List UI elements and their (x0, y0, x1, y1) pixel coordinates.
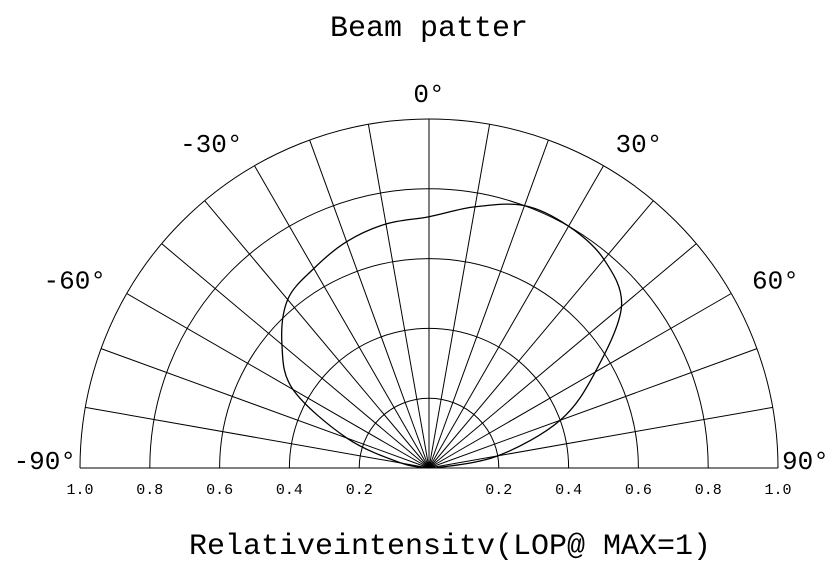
grid-spoke (254, 165, 430, 469)
axis-label: Relativeintensitv(LOP@ MAX=1) (189, 530, 711, 564)
grid-spoke (126, 293, 430, 469)
theta-tick-label: 30° (616, 130, 663, 160)
grid-spoke (367, 124, 430, 469)
theta-tick-label: 90° (782, 447, 829, 477)
r-tick-label: 0.8 (136, 482, 163, 499)
grid-spoke (161, 243, 430, 469)
r-tick-label: 0.2 (485, 482, 512, 499)
r-tick-label: 0.4 (555, 482, 582, 499)
r-tick-label: 0.6 (206, 482, 233, 499)
r-tick-label: 1.0 (764, 482, 791, 499)
theta-tick-label: -90° (14, 447, 76, 477)
line (281, 203, 623, 469)
grid-spoke (428, 293, 732, 469)
chart-title: Beam patter (330, 12, 528, 46)
theta-tick-label: 60° (752, 266, 799, 296)
r-tick-label: 0.6 (625, 482, 652, 499)
grid-spoke (428, 124, 491, 469)
grid-spoke (204, 200, 430, 469)
grid-spoke (428, 165, 604, 469)
grid-spoke (85, 406, 430, 469)
r-tick-label: 0.8 (695, 482, 722, 499)
theta-tick-label: -30° (180, 130, 242, 160)
grid-spoke (428, 200, 654, 469)
grid-spoke (428, 348, 758, 469)
r-tick-label: 1.0 (66, 482, 93, 499)
theta-tick-label: -60° (44, 266, 106, 296)
r-tick-label: 0.4 (276, 482, 303, 499)
grid-spoke (100, 348, 430, 469)
r-tick-label: 0.2 (346, 482, 373, 499)
grid-spoke (428, 139, 549, 469)
grid-spoke (428, 243, 697, 469)
theta-tick-label: 0° (413, 80, 444, 110)
grid-spoke (428, 406, 773, 469)
grid-spoke (309, 139, 430, 469)
